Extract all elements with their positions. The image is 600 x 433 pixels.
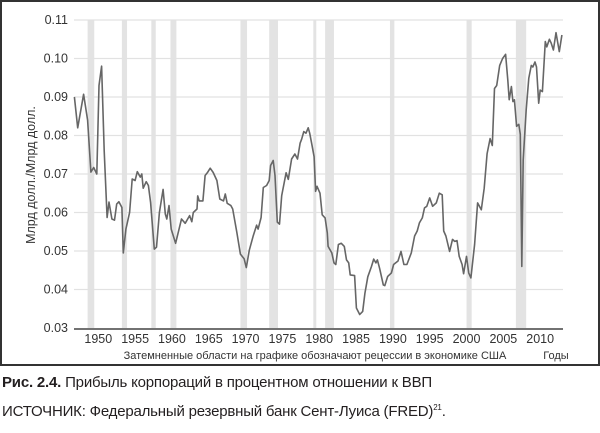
x-tick-label: 2010	[526, 332, 554, 346]
y-tick-label: 0.10	[44, 52, 68, 66]
y-tick-label: 0.11	[45, 13, 68, 27]
figure-caption: Рис. 2.4. Прибыль корпораций в процентно…	[2, 374, 432, 391]
x-tick-label: 1970	[232, 332, 260, 346]
source-text: ИСТОЧНИК: Федеральный резервный банк Сен…	[2, 403, 434, 420]
x-tick-label: 1950	[84, 332, 112, 346]
y-tick-label: 0.07	[44, 167, 68, 181]
y-tick-label: 0.06	[44, 206, 68, 220]
x-tick-label: 1985	[342, 332, 370, 346]
source-end: .	[441, 403, 446, 420]
figure-source: ИСТОЧНИК: Федеральный резервный банк Сен…	[2, 403, 446, 420]
y-tick-label: 0.03	[44, 321, 68, 335]
figure-number: Рис. 2.4.	[2, 374, 62, 391]
y-tick-label: 0.05	[44, 244, 68, 258]
x-tick-label: 1955	[121, 332, 149, 346]
series-line	[73, 31, 563, 316]
y-tick-label: 0.09	[44, 90, 68, 104]
x-tick-label: 1975	[269, 332, 297, 346]
y-tick-label: 0.04	[44, 283, 68, 297]
y-tick-label: 0.08	[44, 129, 68, 143]
x-tick-label: 1990	[379, 332, 407, 346]
corporate-profits-chart: 0.03 0.04 0.05 0.06 0.07 0.08 0.09 0.10 0.11 195…	[24, 13, 569, 362]
x-tick-label: 1995	[416, 332, 444, 346]
figure-title: Прибыль корпораций в процентном отношени…	[61, 374, 432, 391]
x-tick-label: 1965	[195, 332, 223, 346]
chart-frame	[0, 0, 600, 366]
x-tick-label: 2000	[453, 332, 481, 346]
x-tick-label: 1960	[158, 332, 186, 346]
x-tick-label: 2005	[489, 332, 517, 346]
x-tick-label: 1980	[305, 332, 333, 346]
footnote-ref: 21	[433, 403, 442, 412]
recession-note: Затемненные области на графике обозначаю…	[124, 350, 507, 362]
x-axis-label: Годы	[543, 350, 569, 362]
y-axis-label: Млрд долл./Млрд долл.	[24, 106, 38, 244]
